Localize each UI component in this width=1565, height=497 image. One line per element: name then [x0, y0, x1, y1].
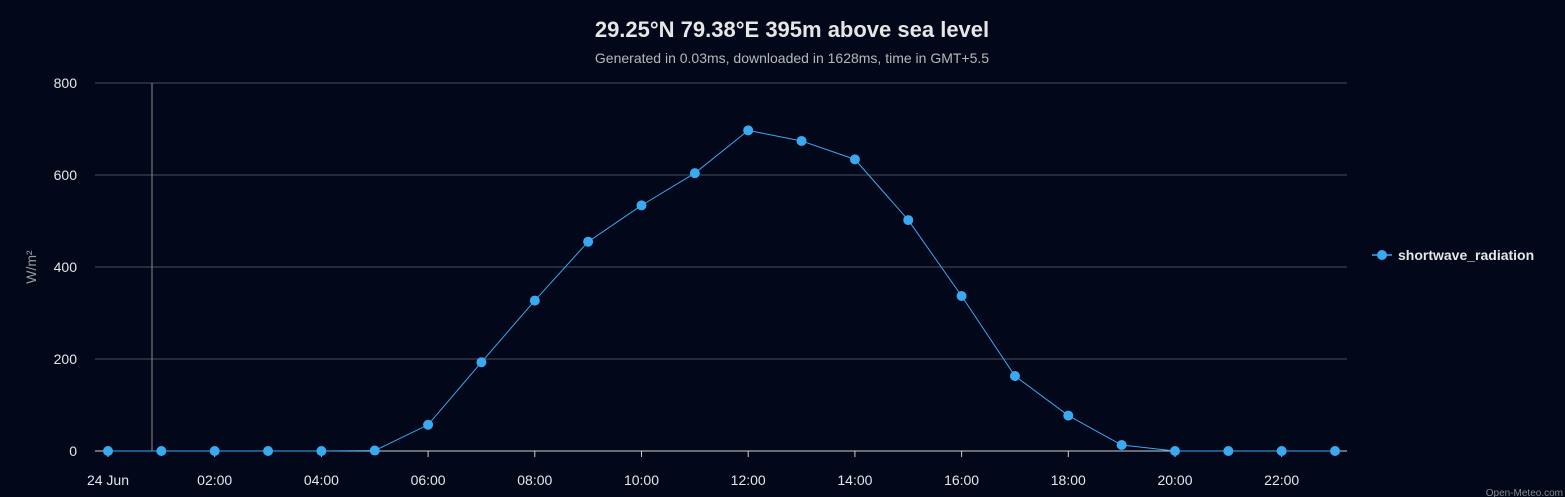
legend-marker-icon	[1377, 250, 1387, 260]
x-tick-label: 20:00	[1157, 472, 1192, 488]
x-tick-label: 14:00	[837, 472, 872, 488]
x-tick-label: 22:00	[1264, 472, 1299, 488]
data-point[interactable]	[369, 445, 380, 456]
data-point[interactable]	[636, 200, 647, 211]
data-point[interactable]	[316, 446, 327, 456]
x-tick-label: 02:00	[197, 472, 232, 488]
x-tick-label: 06:00	[411, 472, 446, 488]
data-point[interactable]	[476, 357, 487, 368]
data-point[interactable]	[263, 446, 274, 456]
series-line	[108, 129, 1336, 452]
x-tick-label: 12:00	[731, 472, 766, 488]
x-tick-label: 08:00	[517, 472, 552, 488]
data-point[interactable]	[1276, 446, 1287, 456]
y-axis-ticks: 0 200 400 600 800	[54, 75, 78, 459]
y-tick-label: 800	[54, 75, 78, 91]
series-shortwave-radiation[interactable]	[103, 125, 1341, 456]
data-point[interactable]	[849, 154, 860, 165]
y-tick-label: 200	[54, 351, 78, 367]
data-point[interactable]	[796, 135, 807, 146]
data-point[interactable]	[209, 446, 220, 456]
credits-link[interactable]: Open-Meteo.com	[1486, 488, 1563, 497]
data-point[interactable]	[1009, 371, 1020, 382]
data-point[interactable]	[1170, 446, 1180, 456]
y-tick-label: 600	[54, 167, 78, 183]
y-axis-label: W/m²	[23, 250, 39, 284]
x-axis-ticks: 24 Jun 02:00 04:00 06:00 08:00 10:00 12:00 14:0…	[87, 451, 1299, 488]
data-point[interactable]	[689, 168, 700, 179]
data-point[interactable]	[1116, 440, 1127, 451]
x-tick-label: 04:00	[304, 472, 339, 488]
data-point[interactable]	[423, 419, 434, 430]
data-point[interactable]	[903, 215, 914, 226]
data-point[interactable]	[1063, 410, 1074, 421]
chart-subtitle: Generated in 0.03ms, downloaded in 1628m…	[595, 50, 989, 66]
x-tick-label: 18:00	[1051, 472, 1086, 488]
chart-title: 29.25°N 79.38°E 395m above sea level	[595, 17, 989, 42]
x-tick-label: 24 Jun	[87, 472, 129, 488]
x-tick-label: 10:00	[624, 472, 659, 488]
x-tick-label: 16:00	[944, 472, 979, 488]
legend[interactable]: shortwave_radiation	[1372, 247, 1534, 263]
y-tick-label: 0	[69, 443, 77, 459]
data-point[interactable]	[583, 236, 594, 247]
data-point[interactable]	[529, 295, 540, 306]
grid-lines	[95, 82, 1347, 452]
legend-item-shortwave-radiation[interactable]: shortwave_radiation	[1398, 247, 1534, 263]
y-tick-label: 400	[54, 259, 78, 275]
data-point[interactable]	[1330, 446, 1341, 456]
data-point[interactable]	[956, 290, 967, 301]
data-point[interactable]	[1223, 446, 1234, 456]
data-point[interactable]	[103, 446, 113, 456]
data-point[interactable]	[156, 446, 167, 456]
data-point[interactable]	[743, 125, 754, 136]
